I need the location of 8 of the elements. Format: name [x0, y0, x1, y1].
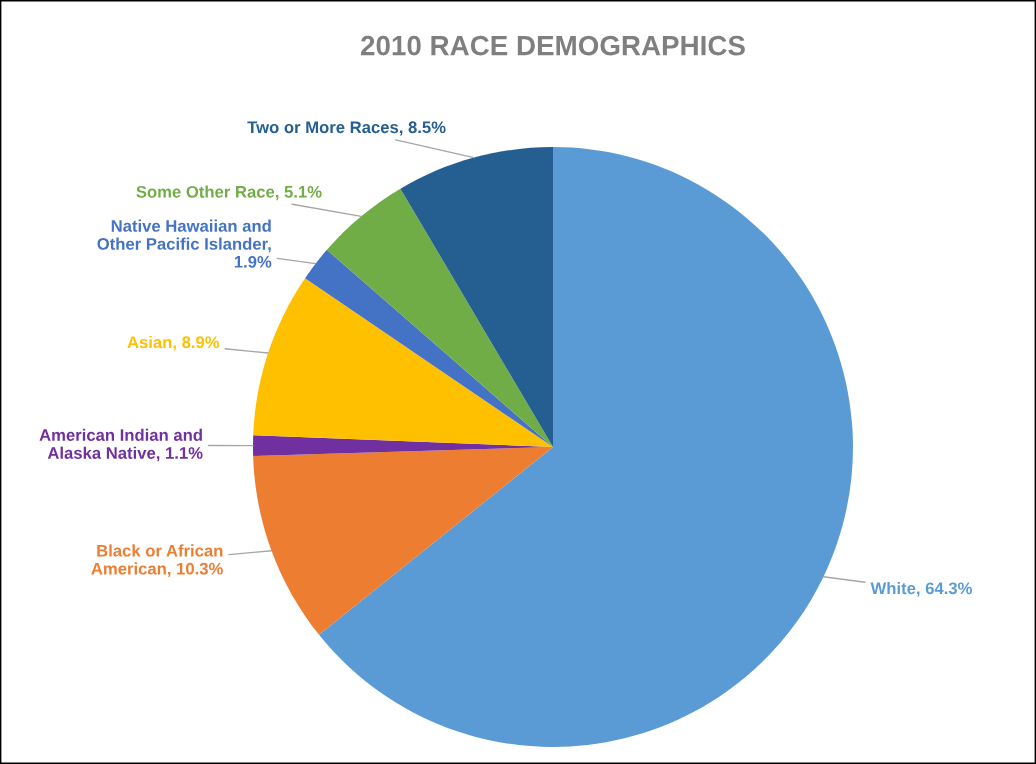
slice-label: American Indian and Alaska Native, 1.1%: [39, 428, 203, 462]
slice-label: Black or African American, 10.3%: [91, 544, 223, 577]
slice-label: Two or More Races, 8.5%: [247, 121, 446, 136]
slice-label: Asian, 8.9%: [127, 335, 220, 351]
slice-label: Some Other Race, 5.1%: [136, 185, 322, 201]
slice-label: White, 64.3%: [870, 581, 972, 597]
chart-title: 2010 RACE DEMOGRAPHICS: [361, 35, 745, 56]
slice-label: Native Hawaiian and Other Pacific Islander, 1.9%: [97, 219, 272, 268]
